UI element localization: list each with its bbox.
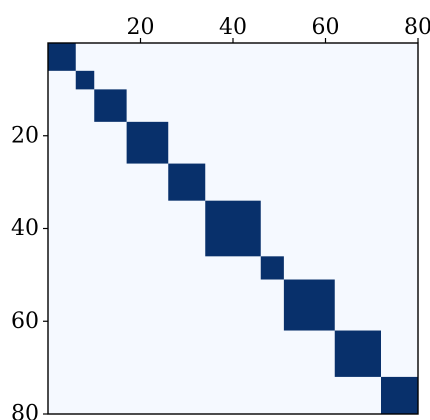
y-tick-label-80: 80 bbox=[11, 402, 39, 420]
heatmap-block-9 bbox=[334, 330, 381, 377]
heatmap-blocks bbox=[48, 43, 418, 414]
heatmap-block-6 bbox=[205, 200, 261, 257]
x-tick-label-20: 20 bbox=[127, 15, 155, 40]
heatmap-block-5 bbox=[168, 163, 206, 201]
y-tick-label-60: 60 bbox=[11, 309, 39, 334]
heatmap-block-10 bbox=[381, 376, 418, 414]
x-tick-label-60: 60 bbox=[312, 15, 340, 40]
y-tick-label-20: 20 bbox=[11, 123, 39, 148]
heatmap-block-8 bbox=[283, 279, 335, 331]
y-tick-label-40: 40 bbox=[11, 216, 39, 241]
x-tick-label-80: 80 bbox=[404, 15, 430, 40]
x-tick-label-40: 40 bbox=[219, 15, 247, 40]
x-axis-ticks: 20 40 60 80 bbox=[127, 15, 430, 43]
heatmap-block-4 bbox=[126, 121, 169, 164]
heatmap-block-2 bbox=[75, 70, 95, 90]
y-axis-ticks: 20 40 60 80 bbox=[11, 123, 48, 420]
heatmap-block-1 bbox=[48, 43, 76, 71]
heatmap-block-7 bbox=[260, 256, 284, 280]
heatmap-block-3 bbox=[94, 89, 127, 122]
